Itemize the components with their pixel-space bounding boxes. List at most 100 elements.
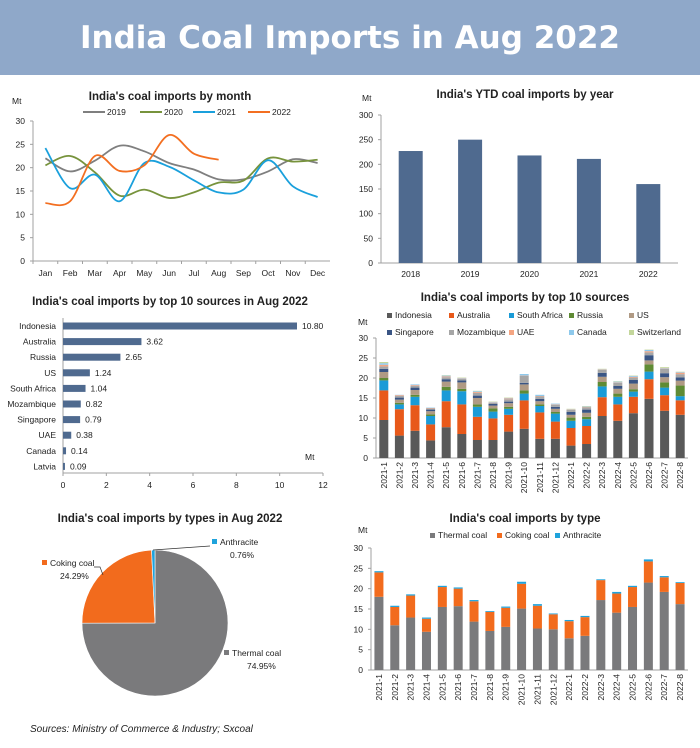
bar-segment-anthracite [501, 606, 511, 608]
x-tick-label: 2022-2 [580, 674, 590, 701]
bar-segment-thermal-coal [437, 606, 447, 670]
bar-segment-thermal-coal [628, 606, 638, 670]
legend-label: Australia [457, 310, 490, 320]
bar-US [63, 369, 90, 377]
bar-segment-coking-coal [517, 583, 527, 609]
y-tick-label: 300 [359, 110, 373, 120]
bar-segment-south-africa [660, 387, 670, 396]
bar-segment-anthracite [437, 585, 447, 588]
bar-segment-thermal-coal [485, 630, 495, 670]
bar-segment-uae [628, 376, 638, 378]
bar-segment-canada [519, 374, 529, 376]
bar-segment-russia [597, 382, 607, 387]
x-tick-label: 2018 [401, 269, 420, 279]
legend-label: Anthracite [563, 530, 602, 540]
bar-segment-singapore [519, 382, 529, 385]
bar-segment-uae [644, 351, 654, 353]
bar-segment-russia [628, 389, 638, 392]
x-tick-label: 2022-7 [660, 462, 670, 489]
x-tick-label: 2022-6 [643, 674, 653, 701]
bar-segment-us [566, 414, 576, 418]
slice-percent: 74.95% [247, 661, 276, 671]
bar-segment-singapore [535, 398, 545, 402]
page-title: India Coal Imports in Aug 2022 [79, 19, 620, 56]
bar-segment-anthracite [596, 579, 606, 581]
bar-segment-australia [457, 404, 467, 434]
bar-segment-anthracite [548, 613, 558, 615]
x-tick-label: 2021-3 [410, 462, 420, 489]
bar-segment-coking-coal [501, 607, 511, 627]
bar-segment-us [426, 411, 436, 415]
bar-segment-south-africa [519, 393, 529, 401]
bar-segment-indonesia [550, 438, 560, 458]
x-tick-label: 2022-2 [582, 462, 592, 489]
category-label: Singapore [17, 415, 56, 425]
bar-segment-us [644, 360, 654, 365]
bar-segment-anthracite [659, 576, 669, 578]
x-tick-label: 2021-1 [379, 462, 389, 489]
bar-segment-indonesia [582, 444, 592, 458]
y-tick-label: 10 [359, 413, 369, 423]
legend-label: 2020 [164, 107, 183, 117]
y-tick-label: 50 [364, 233, 374, 243]
x-tick-label: 2021-2 [390, 674, 400, 701]
bar-segment-thermal-coal [390, 625, 400, 670]
bar-segment-coking-coal [374, 572, 384, 597]
chart-title: India's coal imports by types in Aug 202… [58, 513, 283, 525]
bar-segment-russia [457, 388, 467, 392]
bar-segment-indonesia [644, 398, 654, 458]
x-tick-label: 2022 [639, 269, 658, 279]
bar-segment-thermal-coal [643, 582, 653, 670]
bar-segment-canada [472, 391, 482, 392]
bar-segment-south-africa [426, 416, 436, 425]
bar-segment-indonesia [441, 427, 451, 458]
bar-segment-australia [535, 412, 545, 439]
x-tick-label: 2022-6 [644, 462, 654, 489]
x-tick-label: 2022-3 [597, 462, 607, 489]
bar-segment-uae [410, 385, 420, 386]
bar-segment-thermal-coal [675, 604, 685, 670]
bar-Russia [63, 353, 121, 361]
x-tick-label: Jul [188, 268, 199, 278]
x-tick-label: 2021-11 [532, 674, 542, 705]
bar-segment-australia [566, 428, 576, 446]
x-tick-label: Oct [262, 268, 276, 278]
y-tick-label: 30 [16, 116, 26, 126]
bar-segment-russia [441, 386, 451, 391]
bar-segment-canada [535, 394, 545, 396]
series-line-2020 [45, 155, 318, 199]
bar-segment-russia [660, 382, 670, 388]
y-tick-label: 15 [16, 186, 26, 196]
bar-segment-australia [613, 404, 623, 421]
bar-segment-singapore [410, 387, 420, 390]
bar-2021 [576, 158, 601, 263]
bar-segment-singapore [441, 379, 451, 382]
bar-segment-mozambique [394, 396, 404, 398]
x-tick-label: Jan [39, 268, 53, 278]
bar-segment-indonesia [394, 435, 404, 458]
y-tick-label: 15 [359, 393, 369, 403]
y-tick-label: 25 [354, 563, 364, 573]
bar-Singapore [63, 416, 81, 424]
bar-segment-coking-coal [675, 582, 685, 605]
legend-swatch [387, 313, 392, 318]
bar-segment-indonesia [504, 431, 514, 458]
bar-segment-indonesia [566, 445, 576, 458]
bar-segment-canada [613, 381, 623, 383]
bar-segment-singapore [566, 412, 576, 415]
x-tick-label: 2021-8 [485, 674, 495, 701]
bar-segment-indonesia [535, 438, 545, 458]
bar-segment-coking-coal [628, 587, 638, 607]
x-tick-label: 2 [104, 480, 109, 490]
series-line-2022 [45, 134, 219, 207]
bar-segment-south-africa [394, 404, 404, 410]
x-tick-label: 2021-1 [374, 674, 384, 701]
bar-segment-australia [441, 401, 451, 428]
slice-percent: 0.76% [230, 550, 255, 560]
bar-segment-south-africa [582, 419, 592, 426]
bar-segment-thermal-coal [532, 628, 542, 670]
bar-segment-russia [488, 408, 498, 412]
legend-label: 2022 [272, 107, 291, 117]
bar-segment-coking-coal [421, 618, 431, 632]
bar-2022 [636, 184, 661, 263]
